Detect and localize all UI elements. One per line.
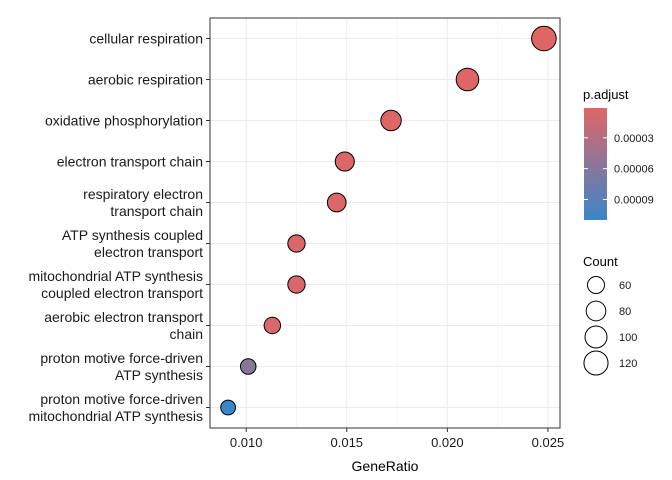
y-tick-label: proton motive force-driven (40, 350, 203, 366)
data-point (287, 234, 306, 253)
data-point (531, 25, 557, 52)
x-axis: 0.010 0.015 0.020 0.025 (230, 428, 564, 450)
y-tick-label: electron transport (94, 244, 203, 260)
size-legend-circle (583, 350, 609, 376)
size-legend-title: Count (583, 254, 618, 269)
x-tick-label: 0.015 (331, 435, 364, 450)
data-point (220, 399, 236, 416)
y-tick-label: ATP synthesis (115, 367, 203, 383)
y-tick-label: respiratory electron (83, 186, 203, 202)
size-legend-circle (585, 300, 607, 322)
color-legend-label: 0.00009 (614, 194, 654, 206)
size-legend-circle (586, 275, 606, 295)
x-tick-label: 0.010 (230, 435, 263, 450)
size-legend-circle (584, 325, 608, 349)
y-tick-label: mitochondrial ATP synthesis (28, 408, 203, 424)
y-tick-label: aerobic respiration (88, 72, 203, 88)
y-tick-label: proton motive force-driven (40, 391, 203, 407)
color-legend-bar (584, 108, 607, 220)
x-tick-label: 0.025 (532, 435, 565, 450)
size-legend-items: 60 80 100 120 (583, 275, 637, 376)
data-point (334, 151, 355, 172)
color-legend: p.adjust 0.00003 0.00006 0.00009 (583, 87, 654, 220)
data-point (239, 358, 257, 375)
y-tick-label: chain (170, 326, 203, 342)
data-points (220, 25, 557, 416)
y-tick-label: coupled electron transport (41, 285, 203, 301)
y-tick-label: mitochondrial ATP synthesis (28, 268, 203, 284)
data-point (326, 192, 347, 213)
size-legend-label: 60 (619, 280, 631, 292)
size-legend-label: 80 (619, 306, 631, 318)
plot-panel (210, 18, 560, 428)
size-legend: Count 60 80 100 120 (583, 254, 637, 376)
data-point (263, 316, 282, 335)
y-tick-label: transport chain (110, 203, 203, 219)
color-legend-ticks: 0.00003 0.00006 0.00009 (584, 133, 654, 206)
size-legend-label: 120 (619, 358, 637, 370)
y-tick-label: cellular respiration (89, 31, 203, 47)
color-legend-label: 0.00006 (614, 164, 654, 176)
y-tick-label: oxidative phosphorylation (45, 113, 203, 129)
y-tick-label: aerobic electron transport (44, 309, 203, 325)
data-point (287, 275, 306, 294)
data-point (380, 109, 402, 132)
color-legend-label: 0.00003 (614, 133, 654, 145)
y-axis: cellular respiration aerobic respiration o… (28, 31, 210, 424)
x-axis-title: GeneRatio (352, 458, 419, 474)
y-tick-label: electron transport chain (57, 154, 203, 170)
color-legend-title: p.adjust (583, 87, 629, 102)
x-tick-label: 0.020 (431, 435, 464, 450)
size-legend-label: 100 (619, 332, 637, 344)
y-tick-label: ATP synthesis coupled (62, 227, 203, 243)
data-point (455, 67, 480, 92)
plot-border (209, 17, 561, 429)
